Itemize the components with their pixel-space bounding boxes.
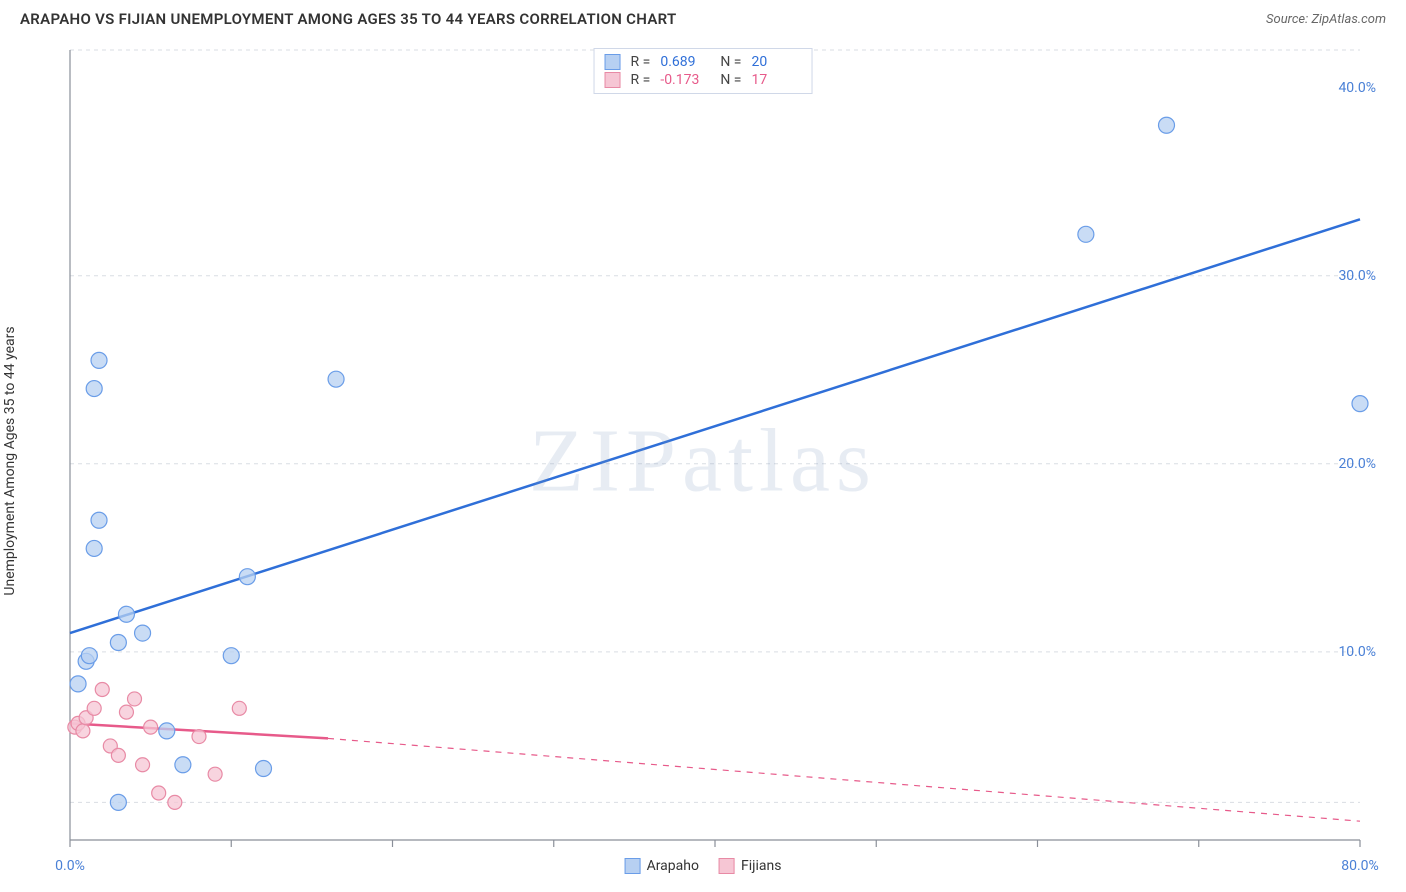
swatch-fijians: [719, 858, 735, 874]
n-label: N =: [720, 54, 741, 70]
x-tick-label: 0.0%: [55, 858, 85, 874]
series-legend: Arapaho Fijians: [625, 858, 782, 874]
r-value-fijians: -0.173: [660, 72, 710, 88]
legend-item-fijians: Fijians: [719, 858, 781, 874]
source-prefix: Source:: [1266, 12, 1311, 27]
y-tick-label: 20.0%: [1338, 456, 1376, 472]
y-tick-label: 30.0%: [1338, 268, 1376, 284]
chart-area: Unemployment Among Ages 35 to 44 years Z…: [20, 40, 1386, 882]
r-label: R =: [631, 72, 651, 88]
chart-title: ARAPAHO VS FIJIAN UNEMPLOYMENT AMONG AGE…: [20, 10, 677, 28]
legend-row-fijians: R = -0.173 N = 17: [605, 71, 802, 89]
scatter-plot-svg: [20, 40, 1380, 870]
swatch-fijians: [605, 72, 621, 88]
x-tick-label: 80.0%: [1341, 858, 1379, 874]
n-value-fijians: 17: [751, 72, 801, 88]
y-axis-label: Unemployment Among Ages 35 to 44 years: [2, 326, 18, 595]
chart-source: Source: ZipAtlas.com: [1266, 12, 1386, 27]
legend-row-arapaho: R = 0.689 N = 20: [605, 53, 802, 71]
r-value-arapaho: 0.689: [660, 54, 710, 70]
legend-item-arapaho: Arapaho: [625, 858, 699, 874]
correlation-legend: R = 0.689 N = 20 R = -0.173 N = 17: [594, 48, 813, 94]
n-value-arapaho: 20: [751, 54, 801, 70]
y-tick-label: 10.0%: [1338, 644, 1376, 660]
swatch-arapaho: [605, 54, 621, 70]
swatch-arapaho: [625, 858, 641, 874]
legend-label-arapaho: Arapaho: [647, 858, 699, 874]
y-tick-label: 40.0%: [1338, 80, 1376, 96]
r-label: R =: [631, 54, 651, 70]
source-name: ZipAtlas.com: [1311, 12, 1386, 27]
n-label: N =: [720, 72, 741, 88]
legend-label-fijians: Fijians: [741, 858, 781, 874]
chart-header: ARAPAHO VS FIJIAN UNEMPLOYMENT AMONG AGE…: [0, 0, 1406, 34]
